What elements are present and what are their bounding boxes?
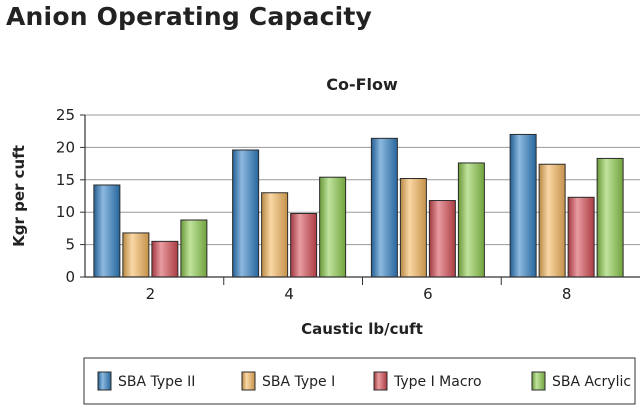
x-tick-label: 8 <box>562 285 572 303</box>
bar-sba-acrylic <box>457 162 485 278</box>
y-tick-label: 0 <box>65 268 75 286</box>
x-tick-label: 4 <box>284 285 294 303</box>
legend-swatch <box>241 371 256 391</box>
bar-type-i-macro <box>151 240 179 278</box>
bars <box>93 133 624 278</box>
x-tick-label: 6 <box>423 285 433 303</box>
bar-sba-type-ii <box>93 184 121 278</box>
bar-type-i-macro <box>290 212 318 278</box>
bar-sba-acrylic <box>180 219 208 278</box>
y-tick-label: 20 <box>56 138 75 156</box>
y-tick-label: 10 <box>56 203 75 221</box>
y-tick-label: 5 <box>65 236 75 254</box>
bar-sba-type-ii <box>232 149 260 278</box>
legend-label: SBA Type II <box>118 374 195 390</box>
legend-label: SBA Acrylic <box>552 374 631 390</box>
y-axis-label: Kgr per cuft <box>10 145 28 247</box>
bar-sba-type-i <box>261 192 289 278</box>
legend-label: SBA Type I <box>262 374 335 390</box>
bar-sba-type-i <box>538 163 566 278</box>
bar-sba-acrylic <box>596 157 624 278</box>
chart-title: Co-Flow <box>326 75 398 94</box>
bar-sba-type-ii <box>509 133 537 278</box>
legend-swatch <box>97 371 112 391</box>
page-title: Anion Operating Capacity <box>6 2 373 31</box>
bar-sba-type-ii <box>370 137 398 278</box>
y-tick-label: 25 <box>56 106 75 124</box>
y-tick-label: 15 <box>56 171 75 189</box>
x-axis-ticks: 2 4 6 8 <box>146 277 572 303</box>
bar-sba-acrylic <box>319 176 347 278</box>
bar-sba-type-i <box>122 232 150 278</box>
bar-type-i-macro <box>567 196 595 278</box>
bar-type-i-macro <box>428 200 456 278</box>
bar-sba-type-i <box>399 178 427 278</box>
x-tick-label: 2 <box>146 285 156 303</box>
legend-swatch <box>531 371 546 391</box>
x-axis-label: Caustic lb/cuft <box>301 320 423 338</box>
legend-label: Type I Macro <box>393 374 482 390</box>
legend: SBA Type II SBA Type I Type I Macro SBA Acr… <box>83 357 636 405</box>
legend-swatch <box>373 371 388 391</box>
y-axis-ticks: 0 5 10 15 20 25 <box>56 106 85 286</box>
